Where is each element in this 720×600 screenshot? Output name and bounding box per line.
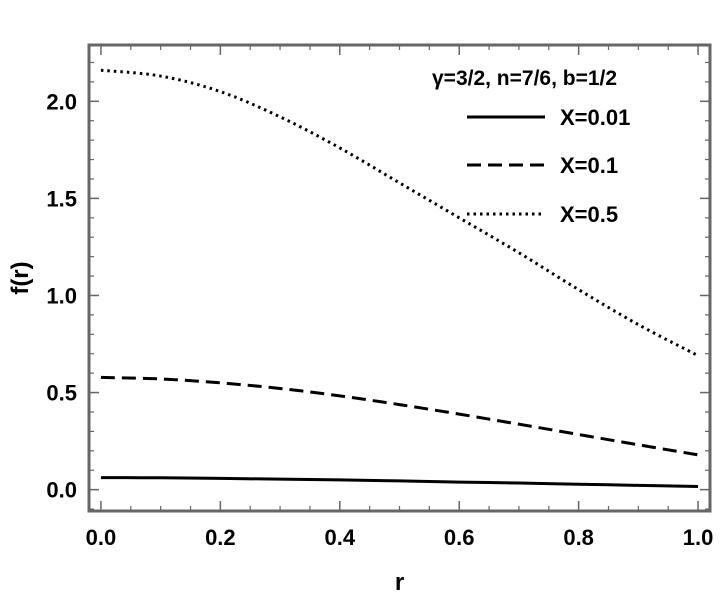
y-tick-label: 0.0 — [46, 478, 77, 503]
legend-entry-label: X=0.1 — [560, 153, 618, 178]
x-tick-label: 0.6 — [444, 525, 475, 550]
x-axis-label: r — [395, 569, 404, 596]
y-tick-label: 0.5 — [46, 381, 77, 406]
x-tick-label: 0.8 — [563, 525, 594, 550]
y-tick-label: 1.0 — [46, 283, 77, 308]
series-line-X=0.1 — [100, 375, 699, 457]
x-tick-label: 1.0 — [683, 525, 714, 550]
tick-labels: 0.0 0.2 0.4 0.6 0.8 1.0 0.0 0.5 1.0 1.5 2.0 — [46, 89, 713, 550]
x-tick-label: 0.0 — [86, 525, 117, 550]
series-line-X=0.01 — [100, 476, 699, 489]
legend-title: γ=3/2, n=7/6, b=1/2 — [432, 67, 617, 90]
y-axis-label: f(r) — [7, 261, 34, 294]
series-group — [100, 68, 699, 489]
legend: γ=3/2, n=7/6, b=1/2 X=0.01 X=0.1 X=0.5 — [432, 67, 630, 227]
legend-entry-label: X=0.5 — [560, 202, 618, 227]
x-tick-label: 0.4 — [324, 525, 355, 550]
y-tick-label: 2.0 — [46, 89, 77, 114]
legend-entry-label: X=0.01 — [560, 105, 630, 130]
x-tick-label: 0.2 — [205, 525, 236, 550]
y-tick-label: 1.5 — [46, 186, 77, 211]
series-line-X=0.5 — [100, 68, 699, 357]
plot-frame — [87, 43, 712, 513]
